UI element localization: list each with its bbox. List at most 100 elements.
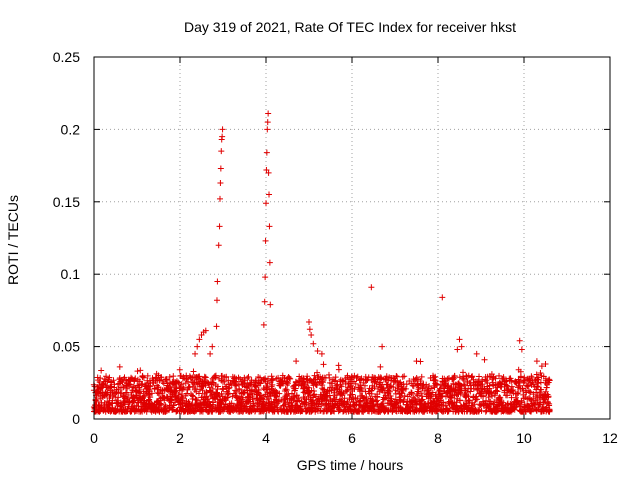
grid-lines bbox=[94, 57, 610, 419]
x-tick-label: 10 bbox=[516, 430, 532, 446]
data-point bbox=[374, 397, 381, 404]
data-point bbox=[356, 398, 363, 405]
data-point bbox=[145, 397, 152, 404]
data-point bbox=[269, 377, 276, 384]
data-point bbox=[320, 361, 327, 368]
data-point bbox=[456, 336, 463, 343]
data-point bbox=[515, 389, 522, 396]
data-point bbox=[180, 385, 187, 392]
data-point bbox=[361, 382, 368, 389]
y-tick-label: 0.15 bbox=[53, 194, 80, 210]
data-point bbox=[473, 396, 480, 403]
chart-title: Day 319 of 2021, Rate Of TEC Index for r… bbox=[184, 19, 516, 35]
data-point bbox=[495, 407, 502, 414]
data-point bbox=[354, 373, 361, 380]
data-point bbox=[176, 366, 183, 373]
data-point bbox=[106, 374, 113, 381]
data-point bbox=[202, 327, 209, 334]
data-point bbox=[465, 397, 472, 404]
data-point bbox=[363, 377, 370, 384]
data-point bbox=[440, 399, 447, 406]
data-point bbox=[418, 373, 425, 380]
data-point bbox=[467, 388, 474, 395]
data-point bbox=[213, 323, 220, 330]
data-point bbox=[156, 377, 163, 384]
data-point bbox=[451, 373, 458, 380]
data-point bbox=[260, 321, 267, 328]
data-point bbox=[351, 386, 358, 393]
data-point bbox=[178, 381, 185, 388]
data-point bbox=[196, 373, 203, 380]
y-tick-label: 0.05 bbox=[53, 339, 80, 355]
data-point bbox=[124, 385, 131, 392]
y-tick-label: 0.1 bbox=[61, 266, 81, 282]
data-point bbox=[223, 373, 230, 380]
data-point bbox=[217, 165, 224, 172]
data-point bbox=[396, 394, 403, 401]
data-point bbox=[286, 375, 293, 382]
data-point bbox=[121, 401, 128, 408]
data-point bbox=[262, 274, 269, 281]
data-point bbox=[128, 374, 135, 381]
data-point bbox=[388, 395, 395, 402]
data-point bbox=[214, 278, 221, 285]
data-point bbox=[512, 394, 519, 401]
data-point bbox=[457, 390, 464, 397]
data-point bbox=[287, 375, 294, 382]
data-point bbox=[216, 223, 223, 230]
data-point bbox=[180, 384, 187, 391]
data-point bbox=[442, 402, 449, 409]
data-point bbox=[413, 402, 420, 409]
data-point bbox=[500, 399, 507, 406]
data-point bbox=[115, 394, 122, 401]
data-point bbox=[384, 381, 391, 388]
data-point bbox=[244, 375, 251, 382]
data-point bbox=[378, 375, 385, 382]
data-point bbox=[431, 376, 438, 383]
data-point bbox=[162, 408, 169, 415]
data-point bbox=[195, 390, 202, 397]
data-point bbox=[403, 381, 410, 388]
data-point bbox=[500, 374, 507, 381]
data-point bbox=[324, 393, 331, 400]
data-point bbox=[394, 399, 401, 406]
data-point bbox=[461, 382, 468, 389]
data-point bbox=[163, 377, 170, 384]
data-point bbox=[209, 343, 216, 350]
data-point bbox=[319, 379, 326, 386]
data-point bbox=[148, 390, 155, 397]
data-point bbox=[147, 383, 154, 390]
data-point bbox=[427, 395, 434, 402]
data-point bbox=[223, 395, 230, 402]
data-point bbox=[508, 377, 515, 384]
data-point bbox=[303, 375, 310, 382]
data-point bbox=[218, 390, 225, 397]
data-point bbox=[112, 390, 119, 397]
data-point bbox=[534, 383, 541, 390]
data-point bbox=[517, 373, 524, 380]
data-point bbox=[337, 407, 344, 414]
data-point bbox=[266, 259, 273, 266]
data-point bbox=[196, 336, 203, 343]
data-point bbox=[377, 363, 384, 370]
data-point bbox=[444, 383, 451, 390]
data-point bbox=[268, 373, 275, 380]
data-point bbox=[263, 200, 269, 207]
data-point bbox=[306, 318, 312, 325]
data-point bbox=[543, 384, 550, 391]
data-point bbox=[241, 380, 248, 387]
data-point bbox=[397, 403, 404, 410]
data-point bbox=[190, 368, 197, 375]
data-point bbox=[538, 386, 545, 393]
data-point bbox=[483, 397, 490, 404]
data-point bbox=[308, 398, 315, 405]
data-point bbox=[183, 390, 190, 397]
data-point bbox=[458, 343, 465, 350]
data-point bbox=[537, 369, 544, 376]
data-point bbox=[170, 402, 177, 409]
data-point bbox=[489, 393, 496, 400]
data-point bbox=[144, 372, 151, 379]
data-point bbox=[328, 380, 335, 387]
data-point bbox=[379, 343, 386, 350]
